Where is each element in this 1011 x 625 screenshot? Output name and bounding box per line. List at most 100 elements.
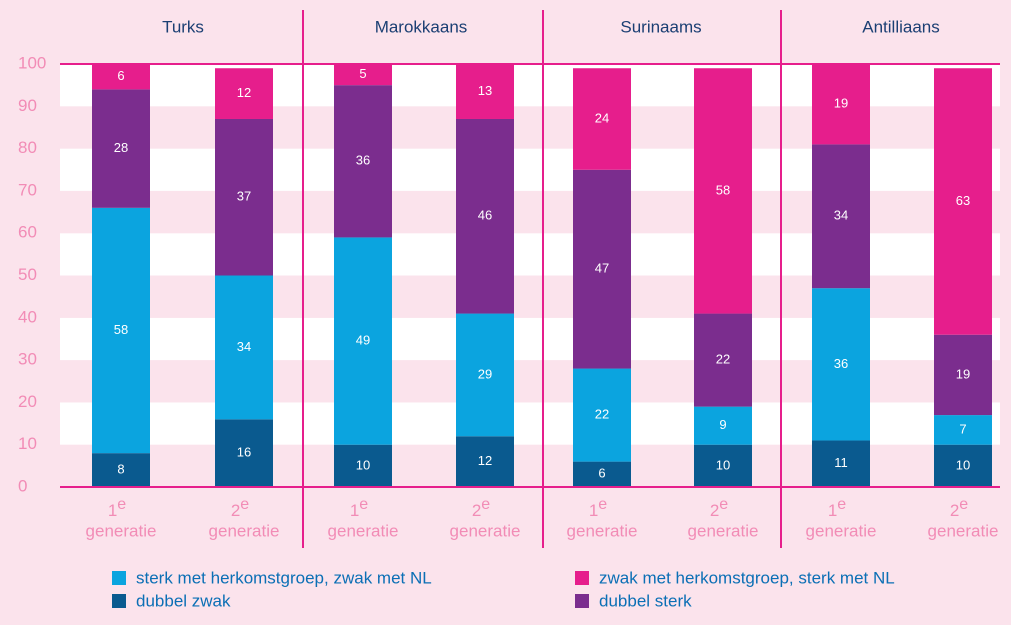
bar-segment — [215, 275, 273, 420]
legend-swatch — [575, 594, 589, 608]
group-label: Surinaams — [620, 17, 701, 36]
bar-segment — [812, 440, 870, 487]
y-tick-label: 90 — [18, 96, 37, 115]
bar-segment — [456, 64, 514, 119]
x-tick-label: 2e — [950, 496, 968, 520]
y-tick-label: 40 — [18, 307, 37, 326]
bar-segment — [92, 89, 150, 208]
ordinal: 1 — [589, 501, 598, 520]
value-label: 10 — [356, 457, 370, 472]
bar-segment — [215, 419, 273, 487]
value-label: 12 — [237, 85, 251, 100]
ordinal-suffix: e — [719, 496, 728, 513]
bar-segment — [456, 118, 514, 314]
bar-segment — [215, 118, 273, 276]
x-tick-label-word: generatie — [928, 521, 999, 540]
group-label: Turks — [162, 17, 204, 36]
bar-segment — [694, 444, 752, 487]
value-label: 6 — [117, 68, 124, 83]
x-tick-label: 1e — [350, 496, 368, 520]
value-label: 36 — [834, 356, 848, 371]
bar-segment — [934, 68, 992, 335]
bar-segment — [334, 444, 392, 487]
bar-segment — [334, 85, 392, 238]
bar-segment — [573, 368, 631, 462]
x-tick-label-word: generatie — [328, 521, 399, 540]
x-tick-label: 2e — [710, 496, 728, 520]
ordinal-suffix: e — [359, 496, 368, 513]
legend-label: dubbel sterk — [599, 591, 692, 610]
value-label: 28 — [114, 140, 128, 155]
y-tick-label: 70 — [18, 180, 37, 199]
bar-segment — [812, 288, 870, 441]
value-label: 16 — [237, 445, 251, 460]
bar-segment — [934, 415, 992, 445]
bar-segment — [812, 144, 870, 289]
bar-segment — [934, 334, 992, 416]
bar-segment — [456, 436, 514, 487]
legend-swatch — [112, 571, 126, 585]
bar-segment — [456, 313, 514, 437]
ordinal: 1 — [108, 501, 117, 520]
value-label: 36 — [356, 153, 370, 168]
value-label: 13 — [478, 83, 492, 98]
value-label: 22 — [595, 407, 609, 422]
bar-segment — [334, 64, 392, 86]
value-label: 7 — [959, 421, 966, 436]
x-tick-label: 2e — [472, 496, 490, 520]
value-label: 9 — [719, 417, 726, 432]
y-tick-label: 10 — [18, 434, 37, 453]
y-tick-label: 80 — [18, 138, 37, 157]
legend-label: dubbel zwak — [136, 591, 231, 610]
legend-swatch — [575, 571, 589, 585]
group-label: Antilliaans — [862, 17, 940, 36]
bar-segment — [92, 453, 150, 487]
x-tick-label-word: generatie — [86, 521, 157, 540]
value-label: 19 — [956, 366, 970, 381]
value-label: 24 — [595, 110, 609, 125]
value-label: 34 — [834, 208, 848, 223]
value-label: 63 — [956, 193, 970, 208]
ordinal: 2 — [231, 501, 240, 520]
y-tick-label: 30 — [18, 350, 37, 369]
ordinal-suffix: e — [240, 496, 249, 513]
y-tick-label: 50 — [18, 265, 37, 284]
bar-segment — [573, 68, 631, 170]
bar-segment — [694, 406, 752, 445]
x-tick-label-word: generatie — [567, 521, 638, 540]
legend-label: zwak met herkomstgroep, sterk met NL — [599, 568, 895, 587]
x-tick-label: 1e — [108, 496, 126, 520]
x-tick-label-word: generatie — [450, 521, 521, 540]
value-label: 58 — [716, 182, 730, 197]
x-tick-label: 2e — [231, 496, 249, 520]
ordinal-suffix: e — [837, 496, 846, 513]
ordinal-suffix: e — [117, 496, 126, 513]
legend-label: sterk met herkomstgroep, zwak met NL — [136, 568, 432, 587]
value-label: 49 — [356, 333, 370, 348]
value-label: 34 — [237, 339, 251, 354]
bar-segment — [92, 64, 150, 90]
ordinal-suffix: e — [598, 496, 607, 513]
y-tick-label: 20 — [18, 392, 37, 411]
group-label: Marokkaans — [375, 17, 468, 36]
value-label: 29 — [478, 366, 492, 381]
value-label: 6 — [598, 466, 605, 481]
bar-segment — [573, 461, 631, 487]
y-tick-label: 0 — [18, 476, 27, 495]
value-label: 10 — [956, 457, 970, 472]
value-label: 37 — [237, 189, 251, 204]
legend-swatch — [112, 594, 126, 608]
ordinal: 2 — [710, 501, 719, 520]
y-tick-label: 100 — [18, 53, 46, 72]
value-label: 5 — [359, 66, 366, 81]
bar-segment — [934, 444, 992, 487]
bar-segment — [694, 68, 752, 314]
bar-segment — [573, 169, 631, 369]
value-label: 47 — [595, 261, 609, 276]
ordinal-suffix: e — [959, 496, 968, 513]
y-tick-label: 60 — [18, 223, 37, 242]
value-label: 8 — [117, 462, 124, 477]
x-tick-label: 1e — [828, 496, 846, 520]
